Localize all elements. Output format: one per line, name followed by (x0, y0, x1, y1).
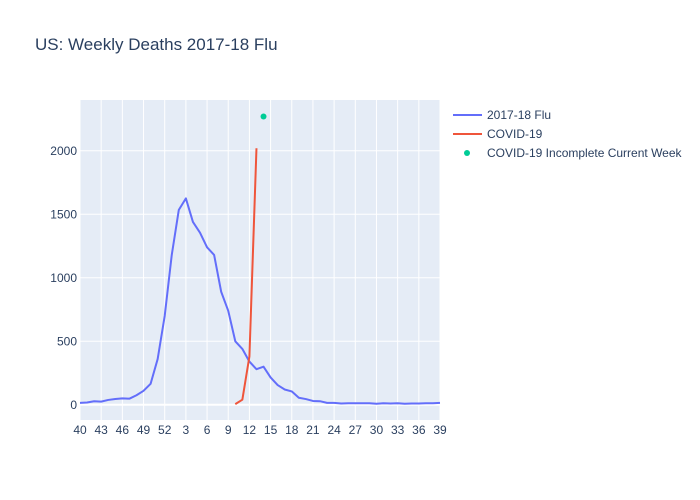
x-tick-label: 3 (183, 423, 190, 437)
x-tick-label: 39 (433, 423, 447, 437)
y-tick-label: 1500 (50, 207, 77, 221)
series-line-1 (234, 148, 258, 405)
x-tick-label: 43 (94, 423, 108, 437)
legend-item-2[interactable]: COVID-19 Incomplete Current Week (464, 146, 683, 160)
x-tick-label: 15 (264, 423, 278, 437)
x-tick-label: 21 (306, 423, 320, 437)
x-tick-label: 24 (327, 423, 341, 437)
legend-label: COVID-19 Incomplete Current Week (487, 146, 683, 160)
series-layer (79, 113, 441, 405)
x-tick-label: 40 (73, 423, 87, 437)
y-tick-label: 1000 (50, 271, 77, 285)
legend-label: COVID-19 (487, 127, 543, 141)
x-tick-label: 33 (391, 423, 405, 437)
x-tick-label: 49 (137, 423, 151, 437)
x-tick-label: 9 (225, 423, 232, 437)
x-tick-label: 12 (243, 423, 257, 437)
legend-item-0[interactable]: 2017-18 Flu (453, 108, 551, 122)
x-tick-label: 52 (158, 423, 172, 437)
y-tick-label: 0 (70, 398, 77, 412)
x-tick-label: 30 (370, 423, 384, 437)
x-tick-label: 27 (349, 423, 363, 437)
x-tick-label: 6 (204, 423, 211, 437)
legend-item-1[interactable]: COVID-19 (453, 127, 543, 141)
legend[interactable]: 2017-18 Flu COVID-19 COVID-19 Incomplete C… (453, 108, 683, 160)
plot-area (80, 100, 440, 420)
y-tick-label: 500 (57, 334, 77, 348)
legend-marker-swatch (464, 150, 470, 156)
x-tick-label: 46 (116, 423, 130, 437)
axes: 40 43 46 49 52 3 6 9 12 15 18 21 24 27 30 33 36 390500100… (50, 144, 447, 437)
grid (79, 100, 441, 420)
x-tick-label: 18 (285, 423, 299, 437)
series-line-0 (79, 197, 441, 405)
chart-title: US: Weekly Deaths 2017-18 Flu (35, 35, 278, 54)
series-marker-2 (260, 113, 267, 120)
y-tick-label: 2000 (50, 144, 77, 158)
x-tick-label: 36 (412, 423, 426, 437)
legend-label: 2017-18 Flu (487, 108, 551, 122)
